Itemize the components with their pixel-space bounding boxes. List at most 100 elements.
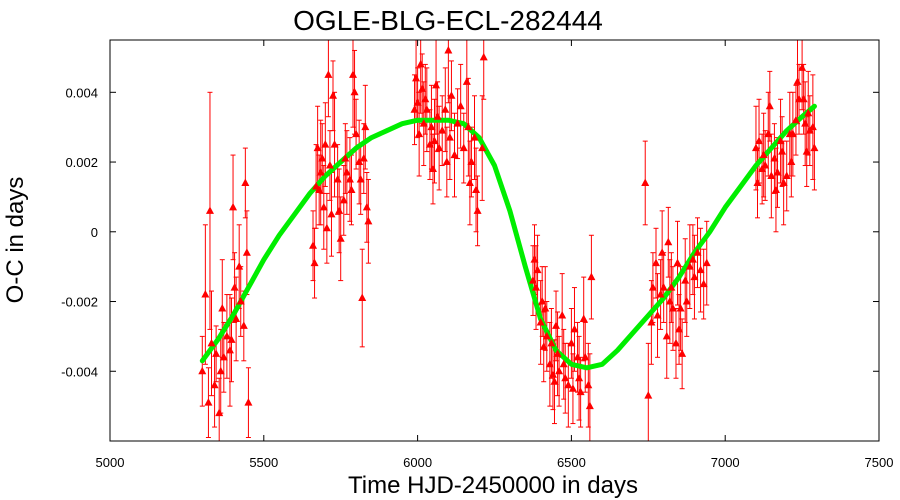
data-point bbox=[410, 105, 419, 113]
data-point bbox=[653, 310, 662, 319]
data-point bbox=[681, 276, 690, 284]
x-tick-label: 6500 bbox=[557, 455, 586, 470]
data-point bbox=[558, 310, 567, 319]
data-point bbox=[755, 136, 764, 145]
data-point bbox=[550, 377, 559, 385]
data-point bbox=[210, 380, 219, 389]
data-point bbox=[324, 70, 333, 78]
x-tick-label: 7000 bbox=[711, 455, 740, 470]
data-point bbox=[585, 401, 594, 410]
data-point bbox=[242, 248, 251, 256]
data-point bbox=[479, 52, 488, 61]
data-point bbox=[793, 77, 802, 85]
data-point bbox=[532, 283, 541, 291]
data-point bbox=[355, 157, 364, 166]
data-point bbox=[215, 408, 224, 417]
data-point bbox=[802, 147, 811, 155]
data-point bbox=[427, 122, 436, 131]
data-point bbox=[658, 248, 667, 256]
data-point bbox=[541, 303, 550, 312]
data-point bbox=[533, 265, 542, 274]
data-point bbox=[230, 283, 239, 291]
data-point bbox=[787, 157, 796, 166]
data-point bbox=[412, 73, 421, 82]
data-point bbox=[773, 168, 782, 176]
data-point bbox=[676, 303, 685, 312]
data-point bbox=[473, 206, 482, 214]
data-point bbox=[432, 80, 441, 89]
data-point bbox=[478, 143, 487, 152]
data-point bbox=[765, 101, 774, 110]
data-point bbox=[422, 105, 431, 113]
data-point bbox=[470, 133, 479, 141]
data-point bbox=[327, 209, 336, 218]
fit-curve bbox=[199, 103, 817, 371]
data-point bbox=[442, 157, 451, 166]
data-point bbox=[205, 206, 214, 214]
x-tick-label: 7500 bbox=[865, 455, 894, 470]
data-point bbox=[799, 94, 808, 103]
data-point bbox=[218, 303, 227, 312]
data-point bbox=[767, 171, 776, 179]
data-point bbox=[579, 314, 588, 322]
data-point bbox=[310, 258, 319, 267]
data-point bbox=[528, 276, 537, 284]
data-point bbox=[782, 171, 791, 179]
plot-area bbox=[198, 40, 819, 441]
data-point bbox=[751, 143, 760, 152]
data-point bbox=[472, 185, 481, 193]
data-point bbox=[568, 384, 577, 392]
data-point bbox=[667, 283, 676, 291]
data-point bbox=[415, 129, 424, 138]
y-tick-label: 0 bbox=[91, 225, 98, 240]
data-point bbox=[318, 154, 327, 162]
data-point bbox=[702, 258, 711, 267]
data-point bbox=[438, 126, 447, 134]
data-point bbox=[678, 349, 687, 357]
data-point bbox=[364, 216, 373, 225]
y-tick-label: -0.002 bbox=[61, 295, 98, 310]
data-point bbox=[798, 63, 807, 71]
data-point bbox=[336, 234, 345, 242]
data-point bbox=[584, 380, 593, 389]
data-point bbox=[358, 293, 367, 302]
data-point bbox=[244, 398, 253, 406]
data-point bbox=[801, 119, 810, 127]
data-point bbox=[339, 195, 348, 204]
data-point bbox=[804, 108, 813, 117]
data-point bbox=[779, 178, 788, 186]
plot-frame bbox=[109, 39, 880, 442]
data-point bbox=[761, 161, 770, 169]
data-point bbox=[753, 178, 762, 186]
data-point bbox=[418, 84, 427, 92]
data-point bbox=[239, 321, 248, 329]
data-point bbox=[696, 265, 705, 274]
data-point bbox=[335, 206, 344, 214]
data-point bbox=[771, 185, 780, 193]
data-point bbox=[567, 338, 576, 347]
data-point bbox=[548, 370, 557, 378]
data-point bbox=[232, 314, 241, 322]
x-tick-label: 5000 bbox=[96, 455, 125, 470]
data-point bbox=[542, 331, 551, 340]
data-point bbox=[321, 140, 330, 148]
data-point bbox=[539, 342, 548, 350]
data-point bbox=[788, 129, 797, 138]
y-tick-label: 0.002 bbox=[65, 155, 98, 170]
data-point bbox=[227, 335, 236, 343]
data-point bbox=[433, 112, 442, 120]
data-point bbox=[536, 317, 545, 326]
data-point bbox=[236, 297, 245, 305]
data-point bbox=[352, 129, 361, 138]
data-point bbox=[759, 150, 768, 159]
data-point bbox=[561, 373, 570, 382]
data-point bbox=[662, 331, 671, 340]
data-point bbox=[421, 94, 430, 103]
data-point bbox=[576, 387, 585, 396]
data-point bbox=[808, 122, 817, 131]
x-tick-label: 5500 bbox=[249, 455, 278, 470]
data-point bbox=[791, 115, 800, 124]
data-point bbox=[467, 157, 476, 166]
data-point bbox=[464, 122, 473, 131]
